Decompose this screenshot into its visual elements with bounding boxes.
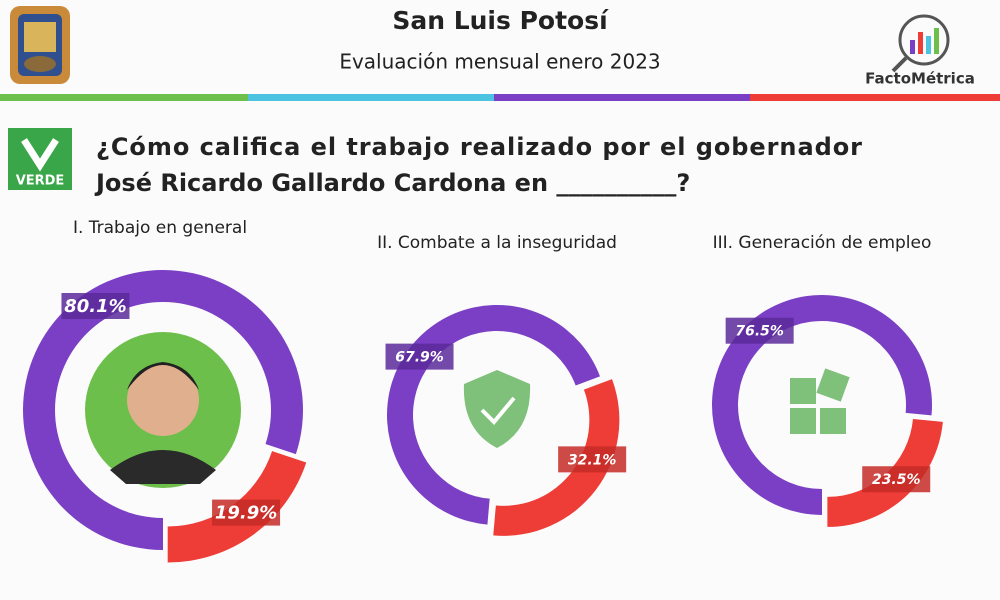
label-box (212, 499, 281, 526)
divider (0, 94, 248, 101)
chart-title: III. Generación de empleo (713, 233, 932, 253)
label-box (61, 293, 130, 320)
slice (827, 419, 943, 527)
puzzle-icon (790, 368, 850, 434)
slice (493, 379, 620, 536)
question: José Ricardo Gallardo Cardona en _______… (94, 169, 690, 197)
coat-of-arms (10, 6, 70, 84)
value-label: 23.5% (872, 472, 921, 488)
value-label: 19.9% (215, 503, 277, 524)
title: San Luis Potosí (392, 6, 609, 35)
value-label: 76.5% (735, 324, 784, 340)
brand-logo (891, 14, 950, 73)
label-box (385, 343, 454, 370)
divider (750, 94, 1000, 101)
subtitle: Evaluación mensual enero 2023 (339, 50, 660, 74)
divider (494, 94, 750, 101)
value-label: 80.1% (64, 296, 126, 317)
party: VERDE (16, 174, 65, 189)
value-label: 32.1% (568, 452, 617, 468)
governor-photo (85, 332, 241, 488)
chart-title: I. Trabajo en general (73, 218, 247, 238)
question: ¿Cómo califica el trabajo realizado por … (96, 133, 862, 161)
label-box (558, 446, 627, 473)
shield-icon (463, 370, 531, 448)
value-label: 67.9% (395, 350, 444, 366)
party-logo (8, 128, 72, 190)
divider (248, 94, 494, 101)
label-box (862, 466, 931, 493)
label-box (725, 317, 794, 344)
brand: FactoMétrica (865, 70, 975, 88)
chart-title: II. Combate a la inseguridad (377, 233, 617, 253)
